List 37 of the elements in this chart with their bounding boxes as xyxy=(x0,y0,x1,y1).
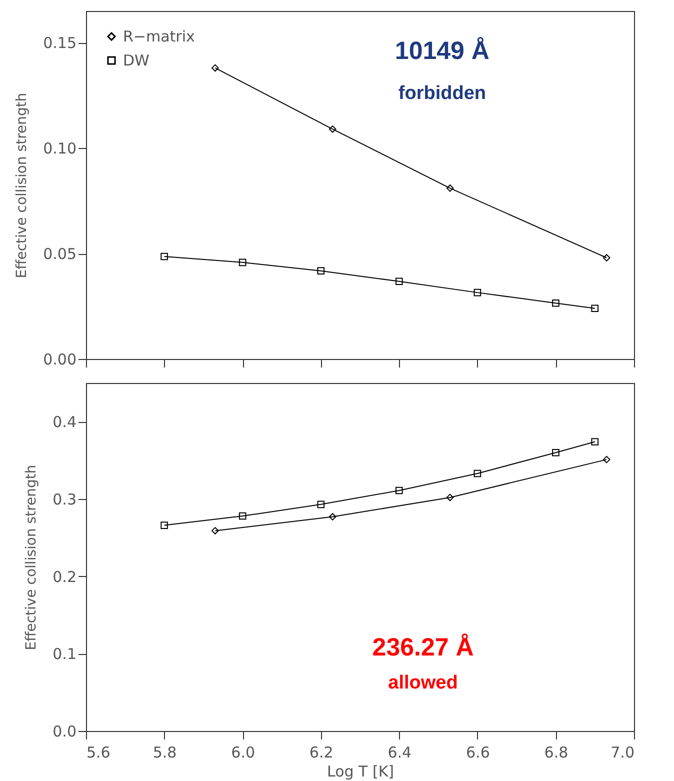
point xyxy=(238,258,246,266)
y-tick-label: 0.10 xyxy=(43,140,76,158)
point xyxy=(591,304,599,312)
annotation: 10149 Å xyxy=(394,36,490,66)
x-tick-label: 6.8 xyxy=(544,744,568,762)
x-tick-label: 6.6 xyxy=(466,744,490,762)
x-axis-title: Log T [K] xyxy=(326,762,394,780)
y-tick-label: 0.4 xyxy=(52,413,76,432)
x-tick-label: 6.0 xyxy=(231,744,255,762)
point xyxy=(552,299,560,307)
point xyxy=(328,125,336,133)
y-tick-label: 0.00 xyxy=(43,350,76,368)
legend-label: R−matrix xyxy=(123,28,196,46)
y-tick-label: 0.0 xyxy=(52,722,76,740)
y-tick-label: 0.05 xyxy=(43,245,76,264)
annotation: allowed xyxy=(388,672,458,694)
y-axis-title: Effective collision strength xyxy=(14,92,30,278)
annotation: 236.27 Å xyxy=(372,632,474,662)
point xyxy=(160,252,168,260)
point xyxy=(474,288,482,296)
y-tick-label: 0.2 xyxy=(52,568,76,586)
x-tick-label: 6.4 xyxy=(388,744,412,762)
point xyxy=(212,64,219,72)
y-tick-label: 0.3 xyxy=(52,490,76,508)
y-tick-label: 0.1 xyxy=(52,645,76,664)
x-tick-label: 6.2 xyxy=(309,744,334,762)
point xyxy=(395,278,403,286)
x-tick-label: 5.6 xyxy=(86,744,110,762)
x-tick-label: 7.0 xyxy=(610,744,634,762)
y-axis-title: Effective collision strength xyxy=(24,464,40,650)
x-tick-label: 5.8 xyxy=(152,744,177,762)
point xyxy=(317,267,325,275)
point xyxy=(446,184,454,192)
annotation: forbidden xyxy=(398,82,486,104)
y-tick-label: 0.15 xyxy=(43,34,76,52)
legend-label: DW xyxy=(123,52,150,70)
point xyxy=(602,254,610,262)
